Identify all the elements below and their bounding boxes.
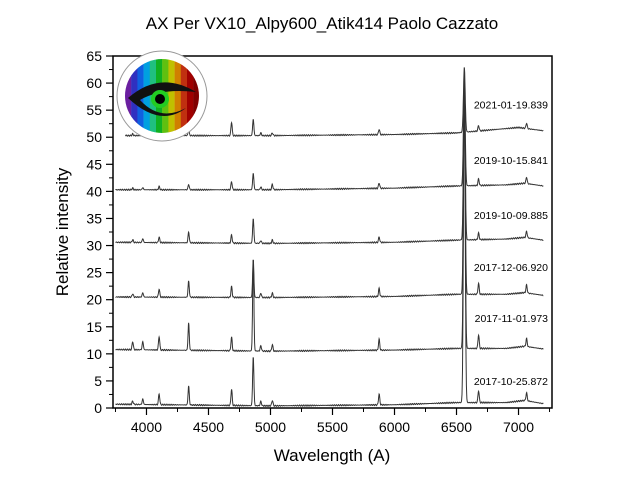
x-tick-label: 5000 xyxy=(255,419,286,435)
y-tick-label: 55 xyxy=(86,102,102,118)
observatory-logo xyxy=(116,50,208,142)
logo-stripe xyxy=(180,59,188,133)
y-tick-label: 15 xyxy=(86,319,102,335)
y-tick-label: 60 xyxy=(86,75,102,91)
x-tick-label: 6500 xyxy=(441,419,472,435)
logo-stripe xyxy=(168,59,175,133)
series-labels: 2017-10-25.872 2017-11-01.973 2017-12-06.9… xyxy=(474,100,548,388)
spectrum-line xyxy=(115,78,544,192)
series-label: 2021-01-19.839 xyxy=(474,100,548,112)
y-tick-label: 50 xyxy=(86,129,102,145)
x-tick-label: 5500 xyxy=(317,419,348,435)
logo-stripe xyxy=(125,59,132,133)
y-tick-label: 30 xyxy=(86,238,102,254)
logo-stripe xyxy=(174,59,181,133)
logo-stripe xyxy=(193,59,199,133)
series-label: 2017-11-01.973 xyxy=(475,313,549,325)
y-tick-label: 5 xyxy=(94,373,102,389)
series-group xyxy=(115,67,544,408)
y-tick-label: 35 xyxy=(86,210,102,226)
spectrum-line xyxy=(115,79,544,353)
logo-stripe xyxy=(187,59,194,133)
series-label: 2017-10-25.872 xyxy=(474,376,548,388)
y-tick-label: 40 xyxy=(86,183,102,199)
spectrum-line xyxy=(115,78,544,245)
y-tick-label: 25 xyxy=(86,265,102,281)
x-tick-label: 4500 xyxy=(193,419,224,435)
spectrum-line xyxy=(124,67,544,137)
y-tick-label: 0 xyxy=(94,400,102,416)
y-axis-label: Relative intensity xyxy=(53,167,72,296)
series-label: 2017-12-06.920 xyxy=(474,262,548,274)
spectrum-line xyxy=(115,79,544,299)
x-axis-label: Wavelength (A) xyxy=(274,446,391,465)
y-tick-label: 65 xyxy=(86,48,102,64)
eye-icon xyxy=(128,82,196,116)
y-tick-label: 10 xyxy=(86,346,102,362)
spectrum-line xyxy=(115,80,544,408)
axes: 4000 4500 5000 5500 6000 6500 7000 0 5 10 15 20 25 30… xyxy=(86,48,553,435)
series-label: 2019-10-09.885 xyxy=(474,210,548,222)
x-tick-label: 4000 xyxy=(131,419,162,435)
x-tick-label: 7000 xyxy=(503,419,534,435)
chart-title: AX Per VX10_Alpy600_Atik414 Paolo Cazzat… xyxy=(146,14,499,33)
x-tick-label: 6000 xyxy=(379,419,410,435)
y-tick-label: 20 xyxy=(86,292,102,308)
y-tick-label: 45 xyxy=(86,156,102,172)
series-label: 2019-10-15.841 xyxy=(474,155,548,167)
